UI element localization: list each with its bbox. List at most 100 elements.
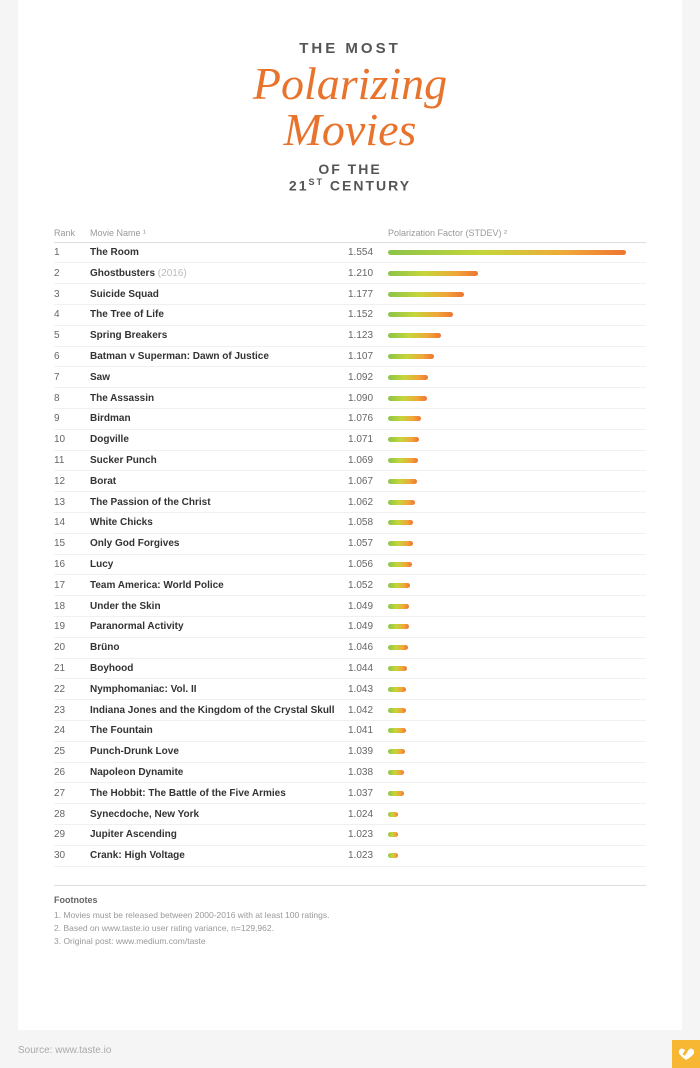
cell-value: 1.038 bbox=[348, 767, 384, 778]
table-row: 19Paranormal Activity1.049 bbox=[54, 617, 646, 638]
bar-track bbox=[388, 375, 646, 380]
source-text: Source: www.taste.io bbox=[18, 1045, 111, 1056]
cell-name: Saw bbox=[90, 372, 348, 383]
cell-value: 1.044 bbox=[348, 663, 384, 674]
movie-table: Rank Movie Name ¹ Polarization Factor (S… bbox=[54, 228, 646, 867]
cell-name: The Room bbox=[90, 247, 348, 258]
title-main-1: Polarizing bbox=[54, 61, 646, 107]
cell-name: Borat bbox=[90, 476, 348, 487]
bar-fill bbox=[388, 832, 398, 837]
table-row: 29Jupiter Ascending1.023 bbox=[54, 825, 646, 846]
cell-bar bbox=[384, 728, 646, 733]
cell-name: Punch-Drunk Love bbox=[90, 746, 348, 757]
cell-value: 1.123 bbox=[348, 330, 384, 341]
footnotes: Footnotes 1. Movies must be released bet… bbox=[54, 885, 646, 948]
cell-name: Ghostbusters (2016) bbox=[90, 268, 348, 279]
bar-fill bbox=[388, 271, 478, 276]
bar-track bbox=[388, 770, 646, 775]
cell-name: Napoleon Dynamite bbox=[90, 767, 348, 778]
bar-fill bbox=[388, 479, 417, 484]
cell-rank: 4 bbox=[54, 309, 90, 320]
cell-value: 1.107 bbox=[348, 351, 384, 362]
cell-rank: 16 bbox=[54, 559, 90, 570]
table-row: 26Napoleon Dynamite1.038 bbox=[54, 763, 646, 784]
table-header: Rank Movie Name ¹ Polarization Factor (S… bbox=[54, 228, 646, 243]
table-row: 1The Room1.554 bbox=[54, 243, 646, 264]
bar-fill bbox=[388, 396, 427, 401]
cell-rank: 24 bbox=[54, 725, 90, 736]
bar-fill bbox=[388, 562, 412, 567]
cell-bar bbox=[384, 645, 646, 650]
cell-value: 1.039 bbox=[348, 746, 384, 757]
cell-rank: 9 bbox=[54, 413, 90, 424]
footnotes-title: Footnotes bbox=[54, 894, 646, 908]
cell-name: Only God Forgives bbox=[90, 538, 348, 549]
cell-value: 1.043 bbox=[348, 684, 384, 695]
infographic-card: THE MOST Polarizing Movies OF THE 21ST C… bbox=[18, 0, 682, 1030]
cell-value: 1.071 bbox=[348, 434, 384, 445]
cell-bar bbox=[384, 479, 646, 484]
cell-name: Nymphomaniac: Vol. II bbox=[90, 684, 348, 695]
cell-name: The Fountain bbox=[90, 725, 348, 736]
cell-bar bbox=[384, 500, 646, 505]
table-row: 20Brüno1.046 bbox=[54, 638, 646, 659]
bar-fill bbox=[388, 708, 406, 713]
title-sub-2: 21ST CENTURY bbox=[54, 177, 646, 194]
bar-fill bbox=[388, 292, 464, 297]
cell-value: 1.049 bbox=[348, 601, 384, 612]
cell-bar bbox=[384, 354, 646, 359]
cell-rank: 3 bbox=[54, 289, 90, 300]
cell-name: Dogville bbox=[90, 434, 348, 445]
header-factor: Polarization Factor (STDEV) ² bbox=[384, 228, 646, 238]
bar-track bbox=[388, 250, 646, 255]
bar-track bbox=[388, 500, 646, 505]
footnote-line: 1. Movies must be released between 2000-… bbox=[54, 909, 646, 922]
cell-bar bbox=[384, 375, 646, 380]
cell-name: Under the Skin bbox=[90, 601, 348, 612]
bar-fill bbox=[388, 437, 419, 442]
table-row: 6Batman v Superman: Dawn of Justice1.107 bbox=[54, 347, 646, 368]
cell-rank: 18 bbox=[54, 601, 90, 612]
bar-fill bbox=[388, 500, 415, 505]
bar-track bbox=[388, 292, 646, 297]
cell-bar bbox=[384, 458, 646, 463]
table-row: 15Only God Forgives1.057 bbox=[54, 534, 646, 555]
cell-name: Jupiter Ascending bbox=[90, 829, 348, 840]
bar-fill bbox=[388, 458, 418, 463]
bar-track bbox=[388, 708, 646, 713]
cell-name: Brüno bbox=[90, 642, 348, 653]
title-main-2: Movies bbox=[54, 107, 646, 153]
cell-bar bbox=[384, 520, 646, 525]
cell-name: Indiana Jones and the Kingdom of the Cry… bbox=[90, 705, 348, 716]
table-row: 12Borat1.067 bbox=[54, 471, 646, 492]
bar-track bbox=[388, 271, 646, 276]
title-overline: THE MOST bbox=[54, 40, 646, 57]
header-name: Movie Name ¹ bbox=[90, 228, 348, 238]
cell-bar bbox=[384, 708, 646, 713]
bar-fill bbox=[388, 853, 398, 858]
bar-track bbox=[388, 562, 646, 567]
bar-fill bbox=[388, 250, 626, 255]
cell-rank: 10 bbox=[54, 434, 90, 445]
title-block: THE MOST Polarizing Movies OF THE 21ST C… bbox=[54, 40, 646, 194]
cell-name: The Tree of Life bbox=[90, 309, 348, 320]
cell-value: 1.056 bbox=[348, 559, 384, 570]
cell-name: Sucker Punch bbox=[90, 455, 348, 466]
cell-name-suffix: (2016) bbox=[158, 268, 187, 279]
cell-bar bbox=[384, 416, 646, 421]
table-row: 27The Hobbit: The Battle of the Five Arm… bbox=[54, 783, 646, 804]
cell-name: Suicide Squad bbox=[90, 289, 348, 300]
cell-bar bbox=[384, 312, 646, 317]
cell-name: Paranormal Activity bbox=[90, 621, 348, 632]
cell-bar bbox=[384, 812, 646, 817]
cell-value: 1.041 bbox=[348, 725, 384, 736]
table-row: 5Spring Breakers1.123 bbox=[54, 326, 646, 347]
cell-value: 1.210 bbox=[348, 268, 384, 279]
table-row: 7Saw1.092 bbox=[54, 367, 646, 388]
cell-bar bbox=[384, 250, 646, 255]
cell-bar bbox=[384, 562, 646, 567]
cell-value: 1.023 bbox=[348, 850, 384, 861]
cell-bar bbox=[384, 624, 646, 629]
bar-track bbox=[388, 396, 646, 401]
table-row: 28Synecdoche, New York1.024 bbox=[54, 804, 646, 825]
